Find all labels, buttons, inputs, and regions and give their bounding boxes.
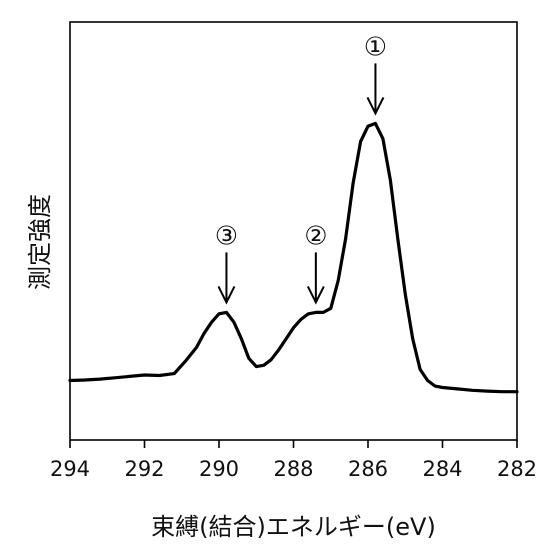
annotation-arrow bbox=[366, 63, 385, 116]
x-axis-title: 束縛(結合)エネルギー(eV) bbox=[151, 513, 436, 541]
x-axis-ticks bbox=[69, 440, 518, 448]
annotation-label: ① bbox=[364, 32, 387, 62]
spectrum-line bbox=[68, 121, 519, 394]
annotation-arrow bbox=[306, 252, 325, 305]
y-axis-title: 測定強度 bbox=[26, 194, 54, 290]
x-axis-tick-labels: 294 292 290 288 286 284 282 bbox=[50, 457, 537, 481]
x-tick-label: 286 bbox=[348, 457, 388, 481]
x-tick-label: 288 bbox=[273, 457, 313, 481]
annotation-arrow bbox=[217, 252, 236, 305]
x-tick-label: 292 bbox=[124, 457, 164, 481]
x-tick-label: 290 bbox=[199, 457, 239, 481]
x-tick-label: 282 bbox=[497, 457, 537, 481]
annotation-label: ② bbox=[304, 221, 327, 251]
annotation-label: ③ bbox=[215, 221, 238, 251]
peak-annotations: ① ② ③ bbox=[215, 32, 387, 305]
x-tick-label: 284 bbox=[422, 457, 462, 481]
x-tick-label: 294 bbox=[50, 457, 90, 481]
